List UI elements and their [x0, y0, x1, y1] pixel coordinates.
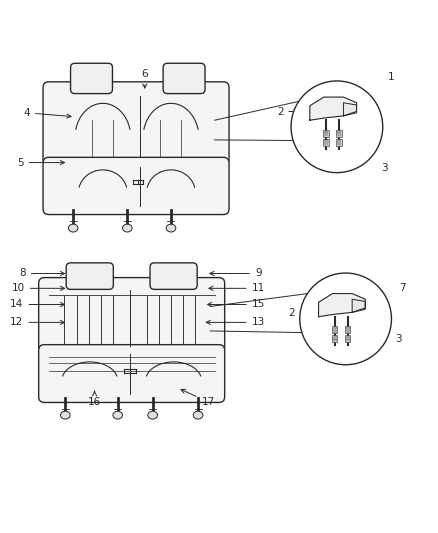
Text: 3: 3: [396, 334, 402, 344]
Text: 5: 5: [17, 158, 64, 167]
FancyBboxPatch shape: [39, 278, 225, 352]
FancyBboxPatch shape: [150, 263, 197, 289]
Text: 2: 2: [277, 107, 298, 117]
FancyBboxPatch shape: [163, 63, 205, 94]
Text: 8: 8: [19, 269, 64, 278]
Circle shape: [300, 273, 392, 365]
Bar: [336, 139, 342, 146]
Ellipse shape: [68, 224, 78, 232]
FancyBboxPatch shape: [43, 82, 229, 165]
Text: 16: 16: [88, 391, 101, 407]
Polygon shape: [343, 103, 357, 116]
Polygon shape: [310, 97, 357, 120]
Circle shape: [291, 81, 383, 173]
Text: 17: 17: [181, 389, 215, 407]
Text: 7: 7: [399, 283, 406, 293]
FancyBboxPatch shape: [66, 263, 113, 289]
Ellipse shape: [193, 411, 203, 419]
Text: 2: 2: [289, 308, 309, 318]
Text: 9: 9: [210, 269, 261, 278]
Text: 4: 4: [24, 108, 71, 118]
Text: 13: 13: [206, 317, 265, 327]
FancyBboxPatch shape: [71, 63, 113, 94]
Text: 6: 6: [141, 69, 148, 88]
Bar: [323, 139, 328, 146]
Ellipse shape: [148, 411, 157, 419]
Ellipse shape: [166, 224, 176, 232]
Polygon shape: [352, 299, 365, 312]
Text: 12: 12: [10, 317, 64, 327]
FancyBboxPatch shape: [39, 345, 225, 402]
Text: 10: 10: [11, 284, 64, 293]
Text: 14: 14: [10, 300, 64, 310]
Ellipse shape: [113, 411, 123, 419]
Polygon shape: [318, 294, 365, 317]
Ellipse shape: [60, 411, 70, 419]
FancyBboxPatch shape: [43, 157, 229, 215]
Bar: [345, 335, 350, 342]
Text: 11: 11: [209, 284, 265, 293]
Ellipse shape: [123, 224, 132, 232]
Text: 15: 15: [208, 300, 265, 310]
Text: 3: 3: [381, 163, 387, 173]
Bar: [332, 335, 337, 342]
Text: 1: 1: [388, 71, 395, 82]
Bar: [332, 326, 337, 333]
Bar: [323, 130, 328, 137]
Bar: [336, 130, 342, 137]
Bar: [345, 326, 350, 333]
